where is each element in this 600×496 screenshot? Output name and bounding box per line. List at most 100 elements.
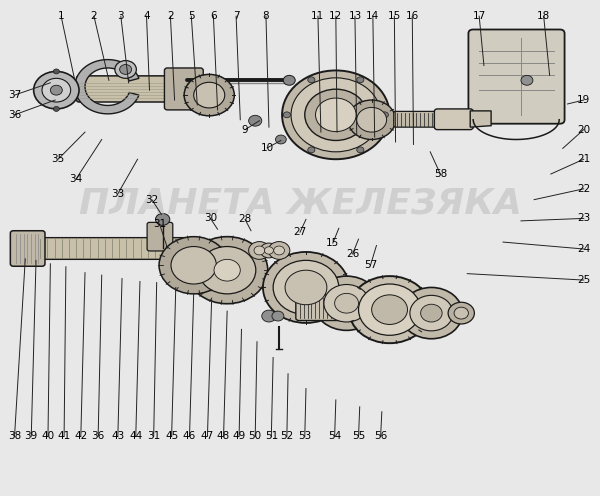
- Text: 43: 43: [111, 432, 124, 441]
- Circle shape: [155, 213, 170, 225]
- Circle shape: [42, 78, 71, 102]
- Circle shape: [283, 112, 290, 118]
- Circle shape: [171, 247, 217, 284]
- Text: 51: 51: [265, 432, 278, 441]
- FancyBboxPatch shape: [35, 238, 193, 259]
- Text: 46: 46: [183, 432, 196, 441]
- Circle shape: [53, 69, 59, 74]
- Circle shape: [272, 311, 284, 321]
- Text: 58: 58: [434, 169, 447, 179]
- Circle shape: [291, 78, 380, 152]
- Text: 48: 48: [217, 432, 230, 441]
- Circle shape: [381, 112, 388, 118]
- Circle shape: [274, 246, 284, 255]
- Text: 49: 49: [232, 432, 246, 441]
- Circle shape: [314, 276, 379, 330]
- Text: 14: 14: [366, 11, 379, 21]
- Circle shape: [262, 310, 276, 322]
- Circle shape: [184, 74, 235, 116]
- Text: ПЛАНЕТА ЖЕЛЕЗЯКА: ПЛАНЕТА ЖЕЛЕЗЯКА: [79, 186, 521, 221]
- Text: 26: 26: [346, 249, 359, 259]
- Text: 56: 56: [374, 432, 387, 441]
- Text: 27: 27: [293, 227, 307, 237]
- Circle shape: [349, 276, 430, 343]
- Circle shape: [348, 100, 395, 139]
- Circle shape: [335, 293, 359, 313]
- Text: 23: 23: [577, 213, 590, 223]
- Circle shape: [305, 89, 367, 140]
- Text: 3: 3: [118, 11, 124, 21]
- Circle shape: [324, 285, 369, 322]
- Circle shape: [357, 147, 364, 153]
- Text: 16: 16: [406, 11, 419, 21]
- Circle shape: [283, 75, 295, 85]
- Text: 6: 6: [210, 11, 217, 21]
- Text: 21: 21: [577, 154, 590, 164]
- Text: 7: 7: [233, 11, 239, 21]
- Circle shape: [248, 242, 270, 259]
- Text: 22: 22: [577, 184, 590, 194]
- Circle shape: [357, 108, 386, 132]
- Circle shape: [410, 295, 453, 331]
- Text: 11: 11: [311, 11, 325, 21]
- Text: 42: 42: [74, 432, 88, 441]
- FancyBboxPatch shape: [434, 109, 473, 129]
- Text: 20: 20: [577, 124, 590, 134]
- Text: 44: 44: [129, 432, 142, 441]
- Circle shape: [34, 71, 79, 109]
- Circle shape: [268, 242, 290, 259]
- Text: 54: 54: [328, 432, 341, 441]
- Circle shape: [275, 135, 286, 144]
- Text: 2: 2: [167, 11, 174, 21]
- FancyBboxPatch shape: [394, 112, 439, 127]
- Circle shape: [285, 270, 327, 305]
- Text: 50: 50: [248, 432, 262, 441]
- Text: 12: 12: [329, 11, 343, 21]
- Circle shape: [521, 75, 533, 85]
- Text: 31: 31: [147, 432, 160, 441]
- Circle shape: [194, 82, 225, 108]
- Text: 52: 52: [280, 432, 293, 441]
- Circle shape: [159, 237, 229, 294]
- Circle shape: [282, 70, 389, 159]
- Text: 8: 8: [263, 11, 269, 21]
- Circle shape: [273, 260, 339, 314]
- Text: 9: 9: [242, 124, 248, 134]
- Text: 36: 36: [92, 432, 105, 441]
- Text: 41: 41: [58, 432, 71, 441]
- Text: 55: 55: [352, 432, 365, 441]
- Circle shape: [357, 77, 364, 83]
- FancyBboxPatch shape: [164, 68, 203, 110]
- Circle shape: [263, 252, 349, 323]
- Polygon shape: [75, 60, 139, 114]
- Text: 45: 45: [165, 432, 178, 441]
- Text: 5: 5: [188, 11, 194, 21]
- Circle shape: [214, 259, 240, 281]
- Circle shape: [308, 147, 315, 153]
- Circle shape: [248, 116, 262, 126]
- Text: 15: 15: [326, 238, 340, 248]
- Circle shape: [265, 247, 274, 254]
- FancyBboxPatch shape: [147, 222, 173, 251]
- FancyBboxPatch shape: [469, 29, 565, 124]
- Text: 4: 4: [143, 11, 150, 21]
- Text: 15: 15: [388, 11, 401, 21]
- Circle shape: [53, 107, 59, 112]
- Text: 40: 40: [41, 432, 55, 441]
- Circle shape: [316, 98, 356, 131]
- Text: 32: 32: [145, 194, 158, 205]
- Text: 38: 38: [8, 432, 21, 441]
- FancyBboxPatch shape: [77, 76, 213, 102]
- FancyBboxPatch shape: [10, 231, 45, 266]
- FancyBboxPatch shape: [296, 295, 343, 320]
- Circle shape: [119, 64, 131, 74]
- Text: 24: 24: [577, 244, 590, 254]
- Circle shape: [260, 243, 278, 258]
- Circle shape: [359, 284, 421, 335]
- Text: 37: 37: [8, 90, 21, 100]
- Polygon shape: [470, 111, 491, 127]
- Circle shape: [50, 85, 62, 95]
- Text: 34: 34: [70, 174, 83, 184]
- Circle shape: [454, 307, 469, 319]
- Text: 30: 30: [204, 213, 217, 223]
